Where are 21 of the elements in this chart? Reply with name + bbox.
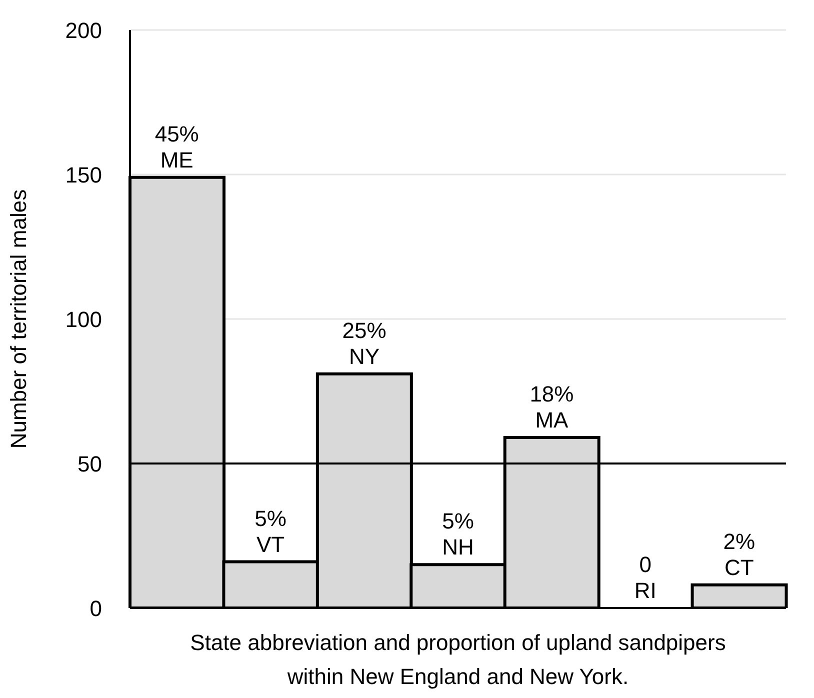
y-tick-label: 150 — [65, 162, 102, 188]
x-axis-title: State abbreviation and proportion of upland sandpipers within New England and New York. — [189, 629, 727, 691]
y-tick-label: 50 — [78, 451, 102, 476]
annotation: 2% — [723, 528, 756, 554]
x-tick-label: NH — [442, 534, 474, 560]
x-tick-label: VT — [256, 532, 285, 557]
y-tick-label: 100 — [65, 306, 102, 332]
annotation: 5% — [254, 506, 286, 531]
y-tick-label: 0 — [90, 596, 102, 621]
y-axis-title: Number of territorial males — [6, 189, 31, 449]
x-tick-label: NY — [349, 344, 380, 369]
annotation: 5% — [442, 508, 474, 534]
x-tick-label: ME — [160, 147, 194, 172]
annotation: 0 — [639, 552, 652, 577]
annotation: 25% — [342, 318, 386, 343]
x-tick-label: RI — [634, 578, 656, 603]
x-tick-label: CT — [724, 554, 754, 580]
annotation: 45% — [154, 121, 199, 146]
x-tick-label: MA — [535, 407, 569, 432]
annotation: 18% — [530, 381, 574, 406]
y-tick-label: 200 — [65, 18, 102, 43]
